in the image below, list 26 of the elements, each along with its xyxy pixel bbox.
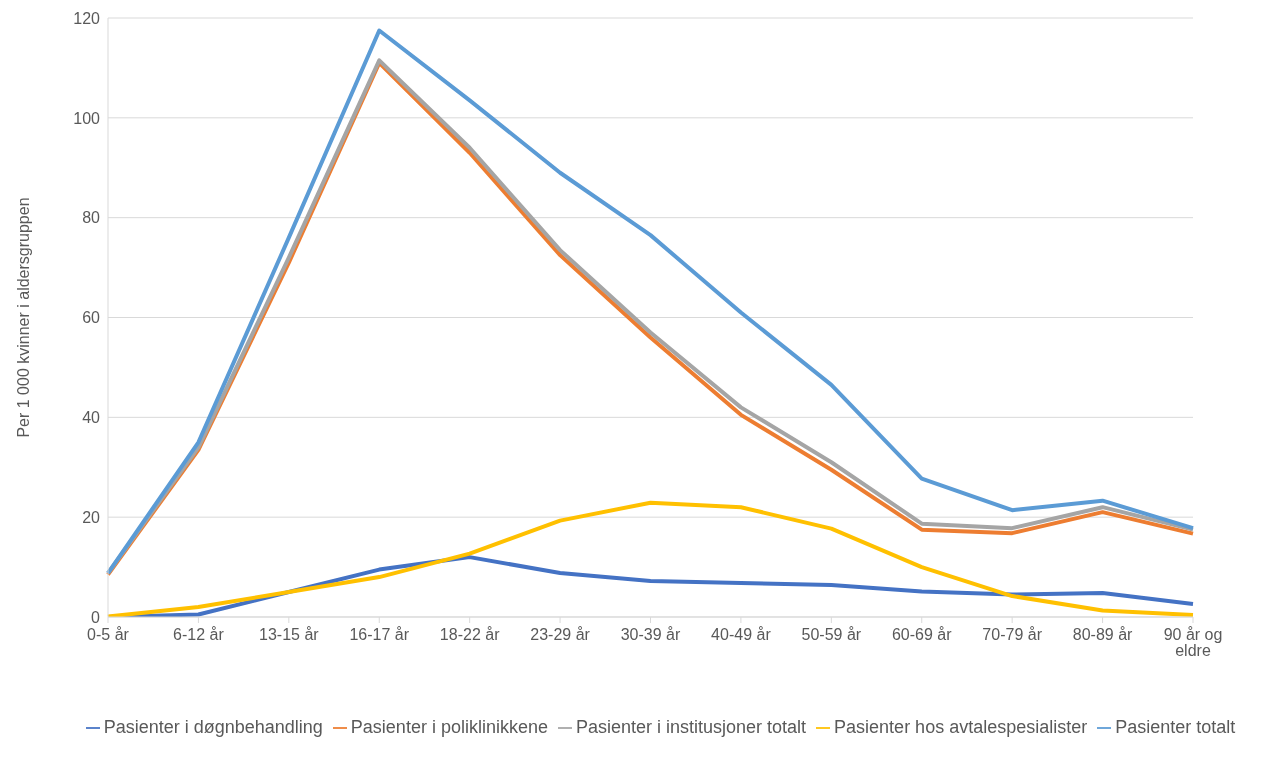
y-tick-label: 120 bbox=[73, 9, 101, 27]
x-tick-label: 90 år og eldre bbox=[1163, 626, 1223, 660]
x-tick-label: 16-17 år bbox=[349, 626, 410, 644]
legend-label: Pasienter i døgnbehandling bbox=[103, 717, 323, 737]
x-tick-label: 80-89 år bbox=[1072, 626, 1134, 644]
legend-label: Pasienter i institusjoner totalt bbox=[575, 717, 807, 737]
x-tick-label: 40-49 år bbox=[711, 626, 772, 644]
x-tick-label: 18-22 år bbox=[439, 626, 501, 644]
x-tick-label: 50-59 år bbox=[801, 626, 862, 644]
y-tick-label: 80 bbox=[82, 209, 101, 227]
x-tick-label: 13-15 år bbox=[259, 626, 320, 644]
y-tick-label: 100 bbox=[73, 109, 101, 127]
y-tick-label: 40 bbox=[82, 409, 101, 427]
x-tick-label: 30-39 år bbox=[620, 626, 681, 644]
y-tick-label: 0 bbox=[91, 608, 101, 626]
legend-label: Pasienter totalt bbox=[1115, 717, 1236, 737]
y-tick-label: 60 bbox=[82, 309, 101, 327]
x-tick-label: 70-79 år bbox=[982, 626, 1043, 644]
y-axis-title: Per 1 000 kvinner i aldersgruppen bbox=[14, 197, 32, 438]
x-tick-label: 23-29 år bbox=[530, 626, 591, 644]
x-tick-label: 0-5 år bbox=[87, 626, 130, 644]
y-tick-label: 20 bbox=[82, 508, 101, 526]
legend-label: Pasienter hos avtalespesialister bbox=[834, 717, 1088, 737]
legend-label: Pasienter i poliklinikkene bbox=[350, 717, 548, 737]
x-tick-label: 6-12 år bbox=[173, 626, 225, 644]
x-tick-label: 60-69 år bbox=[891, 626, 953, 644]
